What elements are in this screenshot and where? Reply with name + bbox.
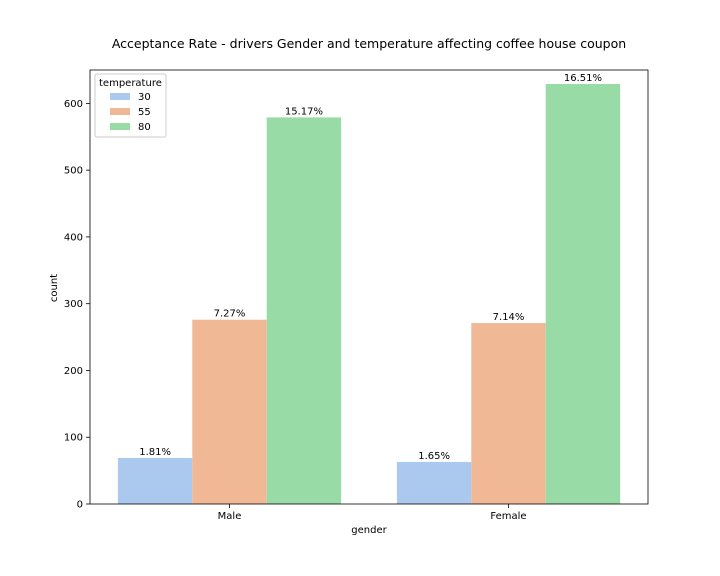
x-tick-label: Male: [218, 511, 242, 522]
legend-entry: 80: [138, 122, 151, 133]
y-axis-label: count: [49, 274, 60, 302]
bar-female-80: [545, 84, 621, 504]
plot-area: 0 100 200 300 400 500 600 Male 1.81% 7.27% 15.17% F…: [64, 69, 649, 522]
plot-frame: [89, 69, 649, 505]
bar-data-label: 1.81%: [139, 447, 171, 458]
x-tick-label: Female: [490, 511, 526, 522]
bar-female-55: [471, 323, 546, 504]
legend: temperature 30 55 80: [94, 73, 167, 138]
legend-swatch: [110, 108, 130, 115]
bar-data-label: 7.14%: [493, 312, 525, 323]
legend-entry: 55: [138, 107, 151, 118]
y-tick-label: 300: [64, 299, 83, 310]
legend-title: temperature: [99, 78, 162, 89]
y-tick-label: 200: [64, 366, 83, 377]
legend-swatch: [110, 123, 130, 130]
y-tick-label: 0: [77, 500, 83, 511]
legend-entry: 30: [138, 92, 151, 103]
bar-data-label: 7.27%: [214, 309, 246, 320]
y-tick-label: 600: [64, 99, 83, 110]
bar-male-30: [117, 457, 193, 504]
bar-data-label: 16.51%: [564, 73, 602, 84]
bar-female-30: [396, 461, 472, 504]
legend-swatch: [110, 93, 130, 100]
x-axis-label: gender: [351, 525, 387, 536]
chart-title: Acceptance Rate - drivers Gender and tem…: [112, 36, 626, 51]
bar-data-label: 15.17%: [285, 106, 323, 117]
y-tick-label: 100: [64, 433, 83, 444]
legend-box: [94, 73, 167, 138]
bar-data-label: 1.65%: [418, 451, 450, 462]
y-tick-label: 400: [64, 232, 83, 243]
bar-male-80: [266, 117, 342, 504]
bar-male-55: [192, 319, 267, 504]
y-tick-label: 500: [64, 166, 83, 177]
